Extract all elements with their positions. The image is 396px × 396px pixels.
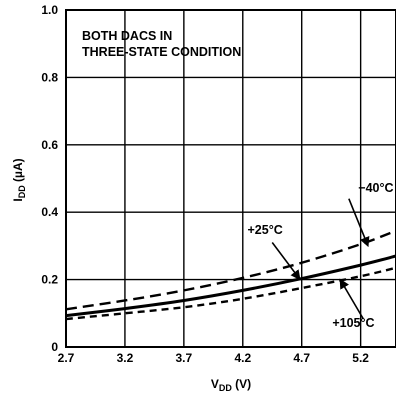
x-tick-label: 4.2 [234, 351, 251, 365]
series-line [65, 229, 396, 311]
series-label: +25°C [248, 223, 283, 237]
annotation-line-2: THREE-STATE CONDITION [82, 45, 241, 59]
x-axis-label: VDD (V) [211, 377, 251, 393]
series-label: +105°C [332, 316, 374, 330]
series-label-arrow [339, 278, 364, 319]
y-tick-label: 0.6 [41, 138, 58, 152]
annotation-line-1: BOTH DACS IN [82, 29, 172, 43]
series-label-arrow [348, 198, 370, 248]
x-tick-label: 3.7 [176, 351, 193, 365]
y-tick-label: 0.4 [41, 205, 58, 219]
y-axis-label: IDD (µA) [11, 158, 27, 201]
x-tick-label: 2.7 [58, 351, 75, 365]
y-tick-label: 1.0 [41, 3, 58, 17]
x-tick-label: 3.2 [117, 351, 134, 365]
annotation-box: BOTH DACS IN THREE-STATE CONDITION [82, 29, 241, 59]
series-group [65, 229, 396, 321]
plot-frame [65, 9, 396, 348]
y-tick-label: 0 [51, 340, 58, 354]
grid [66, 10, 396, 347]
series-labels: −40°C +25°C +105°C [248, 181, 394, 330]
series-label: −40°C [358, 181, 393, 195]
x-tick-label: 4.7 [293, 351, 310, 365]
x-tick-label: 5.2 [352, 351, 369, 365]
series-label-arrow [271, 242, 301, 281]
y-tick-label: 0.2 [41, 273, 58, 287]
y-tick-label: 0.8 [41, 70, 58, 84]
series-line [65, 254, 396, 318]
tick-labels: 2.7 3.2 3.7 4.2 4.7 5.2 0 0.2 0.4 0.6 0.8 1.0 [41, 3, 369, 365]
